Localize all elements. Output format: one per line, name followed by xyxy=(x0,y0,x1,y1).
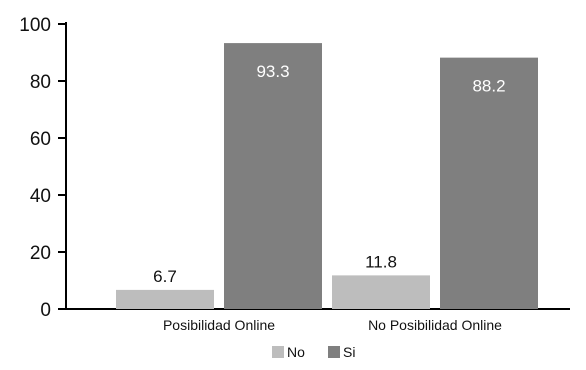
data-label: 6.7 xyxy=(153,267,177,286)
y-tick-label: 100 xyxy=(19,15,51,36)
bar-si-0 xyxy=(224,43,322,309)
legend-label: Si xyxy=(343,344,355,360)
bar-no-1 xyxy=(332,275,430,309)
category-labels: Posibilidad Online No Posibilidad Online xyxy=(163,317,502,333)
legend-swatch-no xyxy=(272,346,284,358)
data-labels: 6.7 93.3 11.8 88.2 xyxy=(153,62,505,286)
y-tick-label: 80 xyxy=(30,72,51,93)
category-label: Posibilidad Online xyxy=(163,317,275,333)
y-ticks: 0 20 40 60 80 100 xyxy=(19,15,66,321)
legend-label: No xyxy=(287,344,305,360)
bar-si-1 xyxy=(440,57,538,309)
data-label: 11.8 xyxy=(365,252,397,271)
y-tick-label: 40 xyxy=(30,186,51,207)
legend-swatch-si xyxy=(328,346,340,358)
y-tick-label: 20 xyxy=(30,243,51,264)
data-label: 88.2 xyxy=(472,77,505,96)
legend: No Si xyxy=(272,344,355,360)
bar-no-0 xyxy=(116,289,214,309)
bars xyxy=(116,43,538,309)
category-label: No Posibilidad Online xyxy=(368,317,502,333)
y-tick-label: 60 xyxy=(30,129,51,150)
y-tick-label: 0 xyxy=(40,300,51,321)
data-label: 93.3 xyxy=(256,62,289,81)
